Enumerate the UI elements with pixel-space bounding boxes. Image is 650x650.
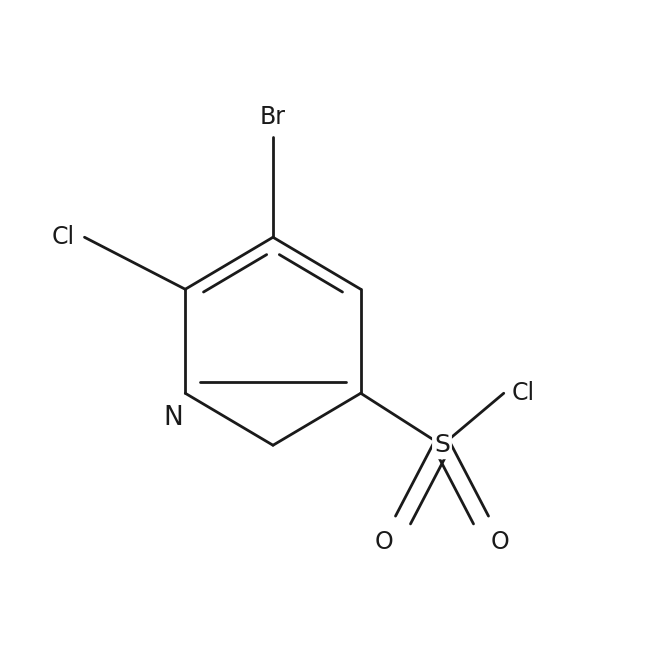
Text: O: O [491,530,510,554]
Text: Cl: Cl [512,382,535,405]
Text: Br: Br [260,105,286,129]
Text: S: S [434,434,450,457]
Text: O: O [374,530,393,554]
Text: Cl: Cl [51,226,75,249]
Text: N: N [164,405,183,431]
